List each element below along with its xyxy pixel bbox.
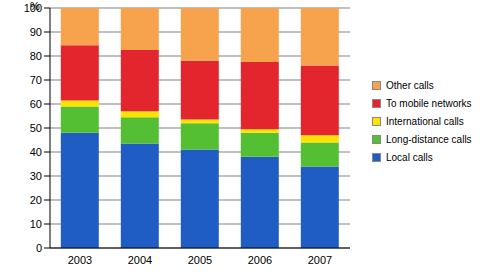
svg-text:20: 20 (30, 194, 42, 206)
svg-text:100: 100 (24, 2, 42, 14)
svg-text:70: 70 (30, 74, 42, 86)
svg-text:2005: 2005 (188, 254, 212, 266)
svg-text:40: 40 (30, 146, 42, 158)
svg-text:30: 30 (30, 170, 42, 182)
html-text:International calls: International calls (386, 115, 464, 127)
svg-text:90: 90 (30, 26, 42, 38)
svg-text:2003: 2003 (68, 254, 92, 266)
html-text:To mobile networks: To mobile networks (386, 97, 472, 109)
html-text:Long-distance calls: Long-distance calls (386, 133, 472, 145)
html-text:Local calls: Local calls (386, 151, 433, 163)
html-text:Other calls: Other calls (386, 79, 434, 91)
svg-text:80: 80 (30, 50, 42, 62)
svg-text:2004: 2004 (128, 254, 152, 266)
svg-text:50: 50 (30, 122, 42, 134)
svg-text:0: 0 (36, 242, 42, 254)
svg-text:60: 60 (30, 98, 42, 110)
svg-text:2007: 2007 (308, 254, 332, 266)
svg-text:2006: 2006 (248, 254, 272, 266)
svg-text:10: 10 (30, 218, 42, 230)
